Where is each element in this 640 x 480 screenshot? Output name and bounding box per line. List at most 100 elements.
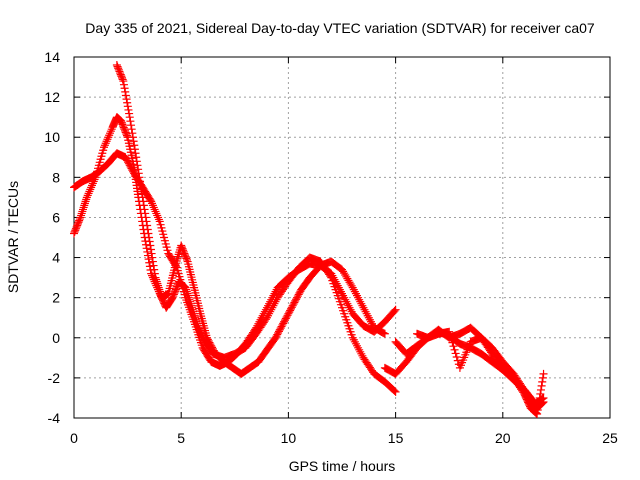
data-point [350, 337, 359, 346]
data-point [351, 289, 360, 298]
data-point [148, 201, 157, 210]
data-point [327, 269, 336, 278]
data-point [151, 207, 160, 216]
data-point [390, 386, 399, 395]
series-trace-3 [112, 61, 389, 378]
data-point [348, 283, 357, 292]
data-point [538, 394, 547, 403]
data-point [142, 217, 151, 226]
data-point [391, 387, 400, 396]
data-point [451, 349, 460, 358]
data-point [538, 373, 547, 382]
y-tick-label: 2 [52, 290, 60, 306]
data-point [131, 149, 140, 158]
data-point [353, 341, 362, 350]
data-point [152, 277, 161, 286]
data-point [100, 143, 109, 152]
data-point [128, 129, 137, 138]
data-point [345, 303, 354, 312]
data-point [349, 335, 358, 344]
data-point [119, 80, 128, 89]
data-point [141, 213, 150, 222]
data-point [119, 77, 128, 86]
data-point [340, 293, 349, 302]
x-tick-label: 5 [177, 430, 185, 446]
data-point [84, 189, 93, 198]
data-point [339, 291, 348, 300]
data-point [342, 297, 351, 306]
data-point [354, 343, 363, 352]
data-point [167, 295, 176, 304]
data-point [357, 349, 366, 358]
data-point [130, 141, 139, 150]
data-point [333, 281, 342, 290]
data-point [450, 345, 459, 354]
y-tick-label: -2 [48, 370, 61, 386]
data-point [390, 306, 399, 315]
data-point [271, 287, 280, 296]
data-point [252, 323, 261, 332]
data-point [334, 283, 343, 292]
data-point [123, 102, 132, 111]
data-point [76, 213, 85, 222]
data-point [356, 347, 365, 356]
data-point [77, 209, 86, 218]
y-tick-label: 12 [44, 89, 60, 105]
data-point [359, 303, 368, 312]
data-point [331, 277, 340, 286]
data-point [138, 193, 147, 202]
y-tick-label: 10 [44, 129, 60, 145]
data-point [379, 329, 388, 338]
data-point [146, 245, 155, 254]
data-point [82, 195, 91, 204]
data-point [86, 185, 95, 194]
data-point [259, 309, 268, 318]
data-point [145, 237, 154, 246]
data-point [79, 205, 88, 214]
data-point [81, 197, 90, 206]
data-point [328, 271, 337, 280]
data-point [88, 179, 97, 188]
data-point [391, 305, 400, 314]
data-point [357, 299, 366, 308]
data-point [154, 215, 163, 224]
data-point [539, 369, 548, 378]
data-point [106, 127, 115, 136]
data-point [126, 117, 135, 126]
data-point [360, 305, 369, 314]
data-point [124, 105, 133, 114]
data-point [355, 295, 364, 304]
y-tick-label: -4 [48, 410, 61, 426]
data-point [533, 409, 542, 418]
data-point [155, 285, 164, 294]
x-tick-label: 20 [495, 430, 511, 446]
y-tick-label: 8 [52, 169, 60, 185]
data-point [538, 377, 547, 386]
data-point [77, 211, 86, 220]
data-point [329, 273, 338, 282]
data-point [255, 317, 264, 326]
data-point [139, 201, 148, 210]
data-point [262, 303, 271, 312]
data-point [257, 313, 266, 322]
data-point [264, 301, 273, 310]
data-point [348, 333, 357, 342]
data-point [128, 133, 137, 142]
axis-ticks: 0 5 10 15 20 25 -4 -2 0 2 4 6 8 10 12 14 [44, 49, 618, 446]
data-point [151, 273, 160, 282]
data-point [139, 197, 148, 206]
data-point [134, 165, 143, 174]
data-point [118, 75, 127, 84]
data-point [154, 213, 163, 222]
data-point [346, 305, 355, 314]
data-point [155, 287, 164, 296]
data-point [368, 319, 377, 328]
y-tick-label: 14 [44, 49, 60, 65]
data-point [148, 257, 157, 266]
data-point [143, 225, 152, 234]
x-tick-label: 0 [70, 430, 78, 446]
data-point [353, 291, 362, 300]
data-point [265, 299, 274, 308]
data-point [344, 301, 353, 310]
data-point [338, 289, 346, 298]
